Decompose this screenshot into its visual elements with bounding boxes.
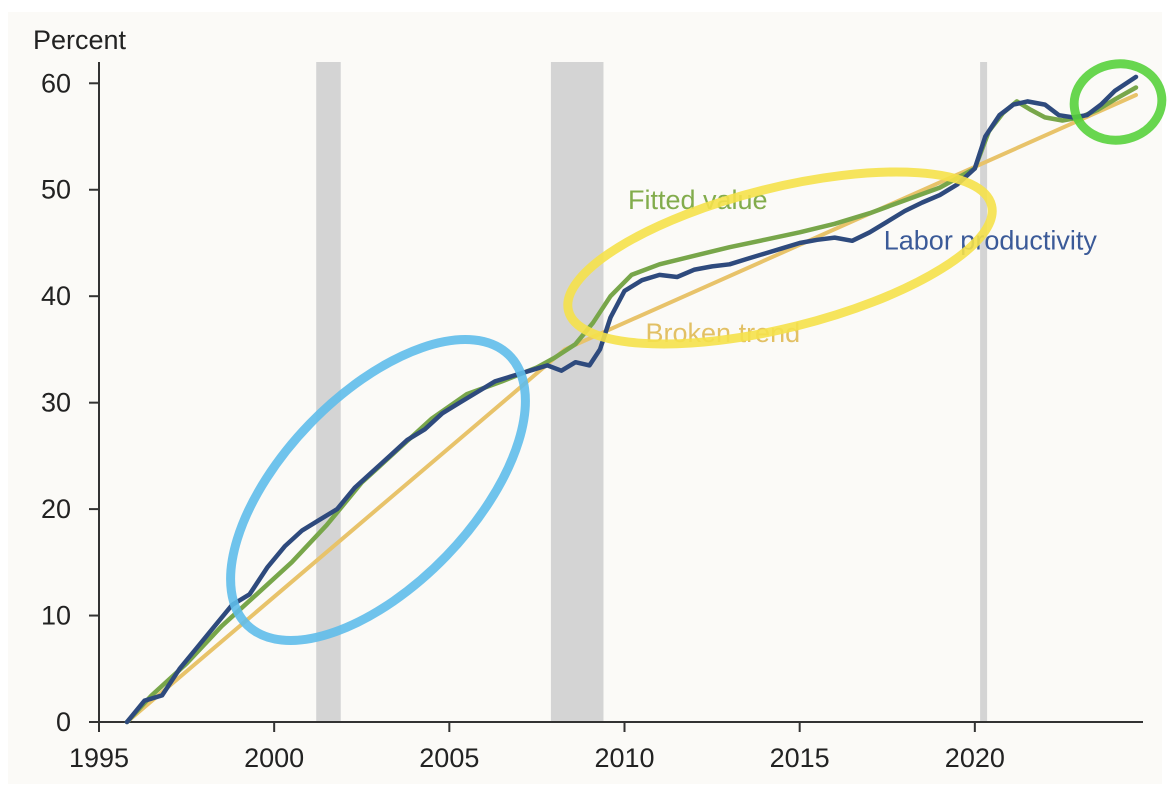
x-tick-label: 2015 [770,743,830,773]
series-line-labor-productivity [124,74,1139,725]
tick-labels: 0 10 20 30 40 50 60 1995 2000 2005 2010 2015 2020 [41,68,1005,773]
y-tick-label: 10 [41,601,71,631]
x-tick-label: 2010 [594,743,654,773]
series-line-fitted-value [124,85,1139,725]
y-tick-label: 50 [41,175,71,205]
hand-drawn-circle-3 [1069,59,1167,145]
y-tick-label: 60 [41,68,71,98]
y-axis-title: Percent [33,25,127,55]
x-tick-label: 2000 [244,743,304,773]
x-tick-label: 2020 [945,743,1005,773]
y-tick-label: 30 [41,388,71,418]
y-tick-label: 20 [41,494,71,524]
hand-drawn-circle-2 [563,167,997,349]
recession-band-2 [550,62,604,722]
x-tick-label: 2005 [419,743,479,773]
recession-band-3 [980,62,988,722]
x-tick-label: 1995 [69,743,129,773]
y-tick-label: 0 [56,707,71,737]
recession-band-1 [316,62,341,722]
hand-drawn-circle-1 [226,335,530,645]
axes [89,62,1143,732]
y-tick-label: 40 [41,281,71,311]
hand-drawn-circles [226,59,1167,645]
recession-bands [316,62,988,722]
